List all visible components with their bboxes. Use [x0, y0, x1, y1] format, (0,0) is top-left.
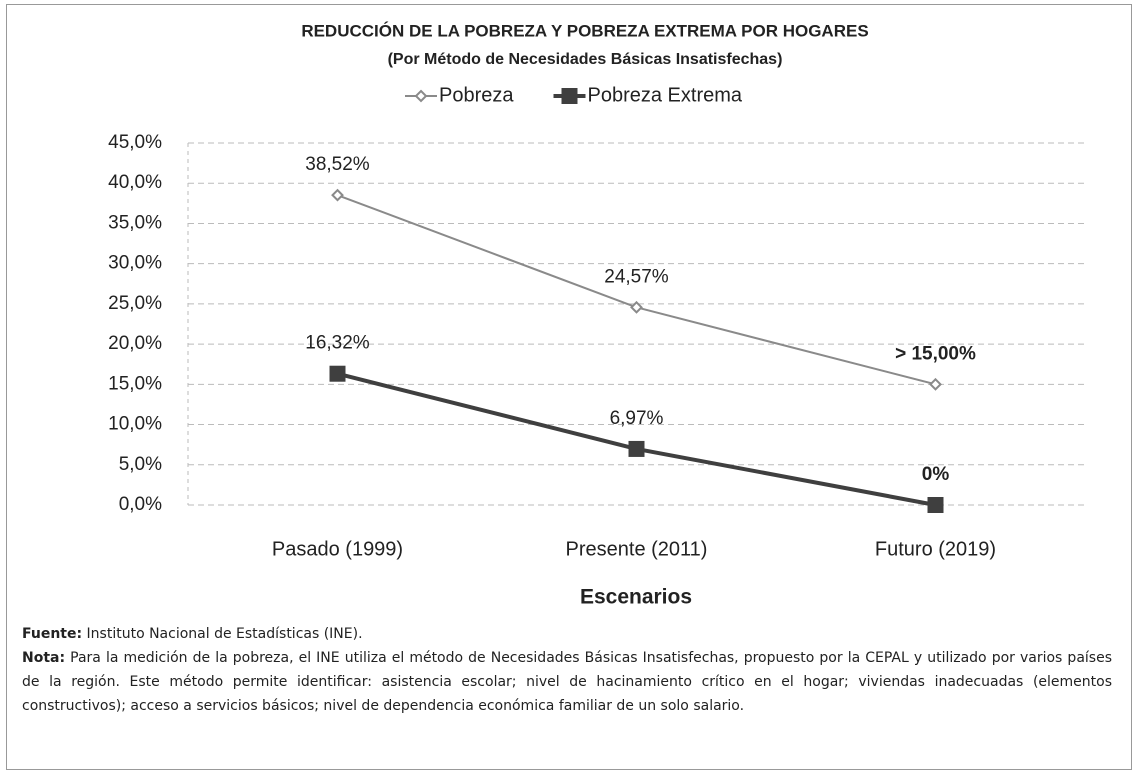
note-text: Instituto Nacional de Estadísticas (INE)… — [86, 626, 363, 642]
y-tick-label: 20,0% — [108, 333, 162, 354]
marker — [329, 365, 346, 382]
data-label: 0% — [922, 464, 950, 485]
marker — [929, 377, 942, 391]
marker — [331, 188, 344, 202]
y-tick-label: 10,0% — [108, 414, 162, 435]
data-label: 38,52% — [305, 154, 370, 175]
chart-title: REDUCCIÓN DE LA POBREZA Y POBREZA EXTREM… — [301, 21, 868, 40]
x-tick-label: Pasado (1999) — [272, 538, 403, 560]
data-label: > 15,00% — [895, 343, 976, 364]
series-line — [337, 371, 936, 507]
data-label: 16,32% — [305, 333, 370, 354]
data-label: 24,57% — [604, 266, 669, 287]
note-label: Fuente: — [22, 626, 83, 642]
x-tick-label: Futuro (2019) — [875, 538, 996, 560]
y-tick-label: 45,0% — [108, 132, 162, 153]
y-tick-label: 0,0% — [119, 494, 162, 515]
legend-label: Pobreza — [439, 84, 514, 106]
chart-subtitle: (Por Método de Necesidades Básicas Insat… — [388, 51, 783, 68]
legend-marker — [414, 89, 428, 103]
marker — [630, 300, 643, 314]
y-tick-label: 30,0% — [108, 253, 162, 274]
note-label: Nota: — [22, 650, 66, 666]
notes: Fuente: Instituto Nacional de Estadístic… — [22, 622, 1112, 718]
x-tick-label: Presente (2011) — [566, 538, 708, 560]
note: Fuente: Instituto Nacional de Estadístic… — [22, 622, 1112, 646]
legend-label: Pobreza Extrema — [588, 84, 743, 106]
y-tick-label: 15,0% — [108, 373, 162, 394]
frame — [6, 4, 1132, 770]
note: Nota: Para la medición de la pobreza, el… — [22, 646, 1112, 718]
y-tick-label: 25,0% — [108, 293, 162, 314]
note-text: Para la medición de la pobreza, el INE u… — [22, 650, 1112, 714]
marker — [927, 497, 944, 513]
x-axis-title: Escenarios — [580, 586, 692, 609]
y-tick-label: 35,0% — [108, 212, 162, 233]
marker — [628, 440, 645, 457]
series-line — [337, 194, 936, 386]
data-label: 6,97% — [610, 408, 664, 429]
chart: REDUCCIÓN DE LA POBREZA Y POBREZA EXTREM… — [108, 21, 1085, 609]
y-tick-label: 5,0% — [119, 454, 162, 475]
y-tick-label: 40,0% — [108, 172, 162, 193]
legend-marker — [561, 88, 578, 104]
